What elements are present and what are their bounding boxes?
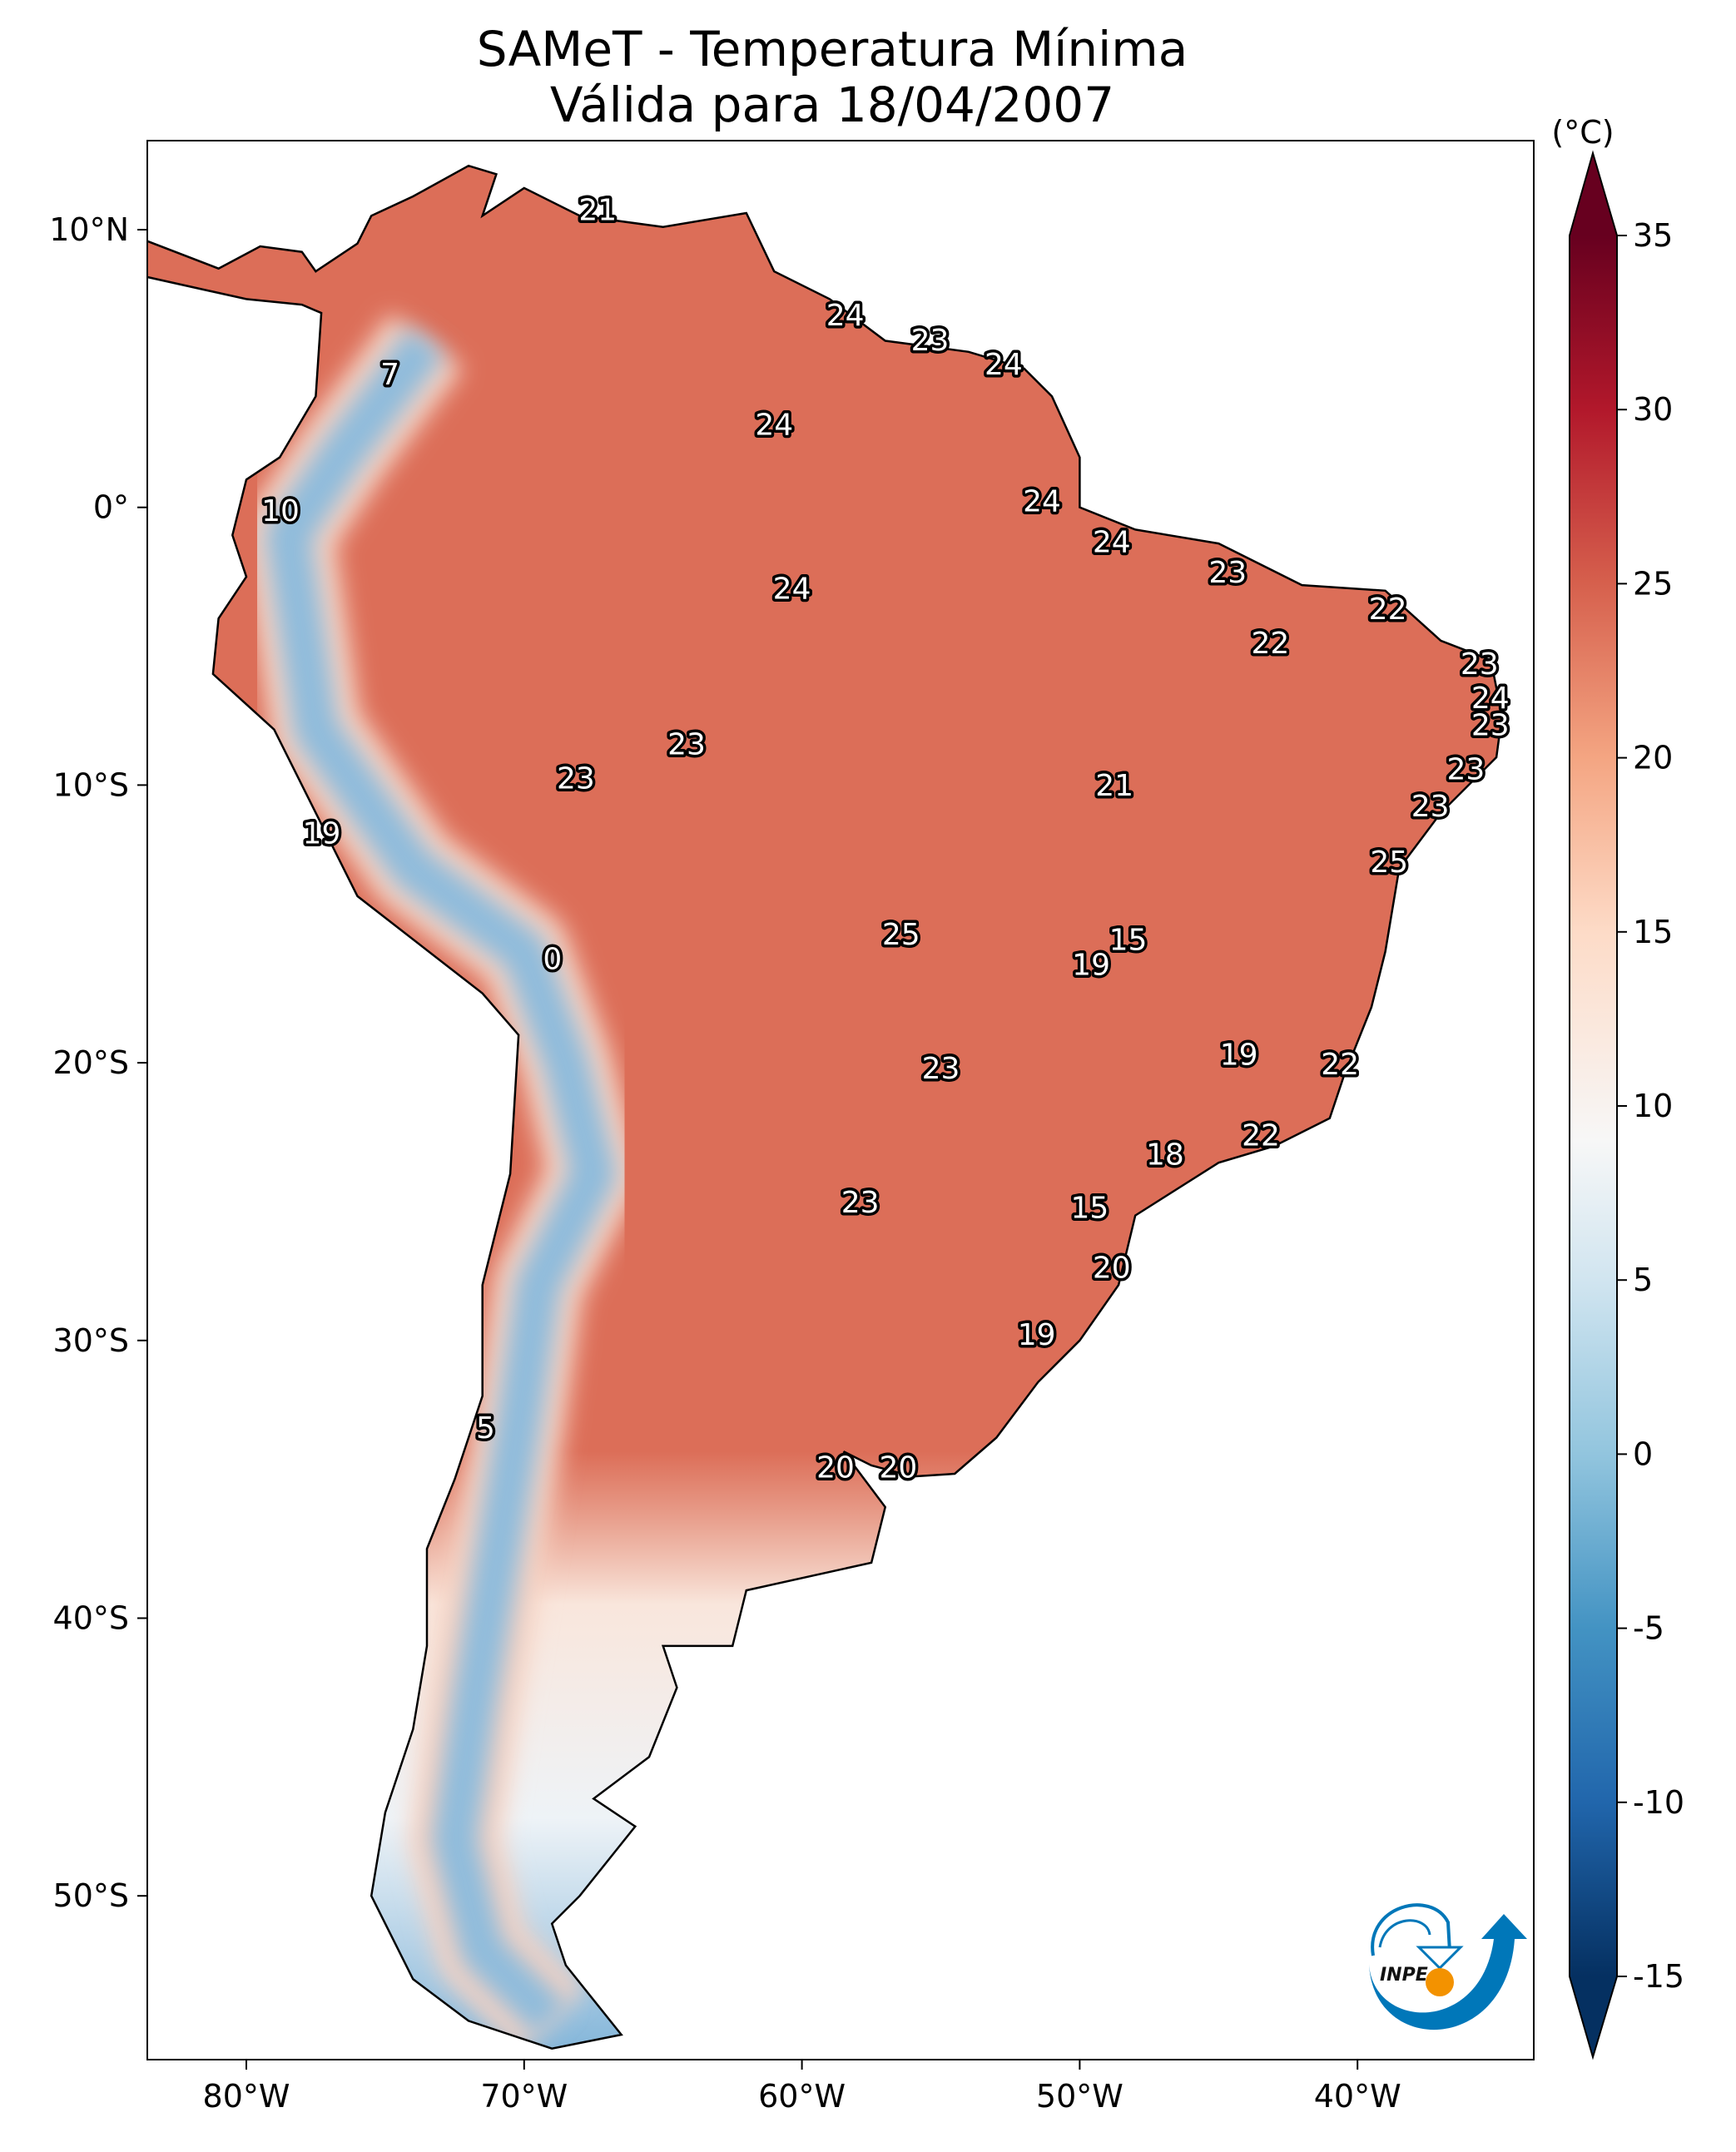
temperature-label: 23	[1446, 752, 1485, 786]
temperature-label: 23	[1461, 647, 1499, 682]
logo-text: INPE	[1380, 1965, 1428, 1986]
temperature-label: 20	[816, 1451, 855, 1485]
temperature-label: 24	[826, 299, 865, 333]
map-frame	[146, 140, 1535, 2060]
temperature-label: 24	[1471, 682, 1510, 716]
title-line-2: Válida para 18/04/2007	[549, 77, 1115, 133]
temperature-label: 19	[303, 816, 341, 850]
temperature-label: 24	[985, 348, 1023, 382]
temperature-label: 19	[1018, 1318, 1056, 1352]
lon-tick-label: 70°W	[480, 2078, 568, 2115]
temperature-label: 19	[1072, 948, 1110, 982]
lon-tick-label: 60°W	[758, 2078, 846, 2115]
colorbar-tick-label: 20	[1633, 740, 1673, 776]
lat-tick-label: 30°S	[53, 1322, 129, 1359]
temperature-label: 23	[1411, 790, 1450, 824]
lat-tick-label: 40°S	[53, 1600, 129, 1637]
temperature-label: 24	[1023, 484, 1061, 518]
temperature-label: 23	[667, 728, 706, 762]
lat-tick-label: 10°S	[53, 766, 129, 803]
temperature-label: 5	[476, 1411, 495, 1445]
colorbar-tick-label: 15	[1633, 914, 1673, 950]
temperature-label: 25	[882, 918, 920, 952]
colorbar-tick-label: 30	[1633, 391, 1673, 428]
temperature-label: 22	[1242, 1119, 1280, 1153]
colorbar-extend-max	[1570, 153, 1617, 236]
temperature-label: 24	[1093, 526, 1131, 560]
temperature-label: 23	[1208, 556, 1247, 590]
lat-tick-label: 20°S	[53, 1044, 129, 1081]
temperature-label: 0	[543, 943, 562, 977]
colorbar-tick-label: -15	[1633, 1958, 1684, 1995]
lat-tick-label: 10°N	[49, 211, 129, 248]
lon-tick-label: 80°W	[203, 2078, 290, 2115]
temperature-label: 25	[1370, 845, 1408, 880]
temperature-label: 7	[380, 358, 399, 392]
temperature-label: 23	[1471, 709, 1510, 743]
colorbar-tick-label: 0	[1633, 1435, 1653, 1472]
title-line-1: SAMeT - Temperatura Mínima	[476, 21, 1188, 77]
temperature-label: 22	[1251, 627, 1289, 661]
lon-tick-label: 40°W	[1314, 2078, 1401, 2115]
temperature-label: 21	[578, 194, 617, 228]
temperature-field	[147, 166, 1502, 2049]
lon-tick-label: 50°W	[1036, 2078, 1123, 2115]
colorbar-tick-label: -10	[1633, 1784, 1684, 1821]
temperature-label: 24	[755, 409, 793, 443]
temperature-label: 22	[1369, 593, 1407, 627]
colorbar-tick-label: 35	[1633, 217, 1673, 254]
temperature-label: 24	[773, 572, 811, 606]
temperature-label: 22	[1321, 1048, 1359, 1082]
axis-ticks: 80°W 70°W 60°W 50°W 40°W 10°N 0° 10°S 20°S 30°S 40…	[49, 211, 1401, 2115]
colorbar-tick-label: 25	[1633, 565, 1673, 602]
temperature-label: 20	[1093, 1252, 1131, 1286]
temperature-label: 23	[911, 324, 950, 358]
inpe-logo: INPE	[1369, 1903, 1527, 2031]
temperature-label: 23	[922, 1052, 960, 1086]
lat-tick-label: 0°	[93, 489, 129, 526]
colorbar-gradient	[1570, 236, 1617, 1976]
colorbar-extend-min	[1570, 1976, 1617, 2057]
temperature-label: 23	[841, 1186, 880, 1220]
lat-tick-label: 50°S	[53, 1877, 129, 1914]
colorbar-tick-label: -5	[1633, 1610, 1664, 1647]
temperature-label: 20	[880, 1451, 918, 1485]
coastline	[147, 164, 1504, 2050]
temperature-label: 19	[1220, 1038, 1258, 1072]
temperature-label: 21	[1095, 769, 1133, 803]
colorbar-tick-label: 5	[1633, 1262, 1653, 1298]
temperature-label: 18	[1146, 1138, 1184, 1173]
temperature-label: 10	[261, 494, 300, 528]
colorbar: (°C) 35 30 25 20 15 10 5 0 -5 -10 -15	[1551, 114, 1684, 2060]
temperature-label: 15	[1109, 924, 1148, 958]
colorbar-unit: (°C)	[1551, 114, 1614, 151]
temperature-label: 23	[557, 762, 595, 796]
temperature-label: 15	[1071, 1192, 1109, 1226]
colorbar-tick-label: 10	[1633, 1088, 1673, 1124]
